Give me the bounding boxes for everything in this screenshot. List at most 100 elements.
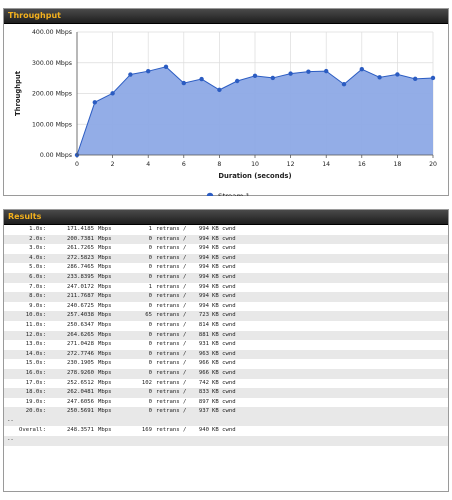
table-row: 10.0s: 257.4038 Mbps 65 retrans / 723 KB cwnd [4, 311, 448, 321]
x-tick-label: 10 [251, 161, 259, 168]
data-point [252, 73, 258, 79]
data-point [128, 72, 133, 77]
table-row: 3.0s: 261.7265 Mbps 0 retrans / 994 KB cwnd [4, 244, 448, 254]
results-panel-title: Results [4, 210, 448, 225]
x-tick-label: 16 [358, 161, 366, 168]
throughput-panel-title: Throughput [4, 9, 448, 24]
result-unit: Mbps [98, 293, 112, 300]
result-interval: 12.0s: [25, 331, 46, 338]
results-separator-end: -- [4, 436, 448, 446]
y-tick-label: 400.00 Mbps [32, 29, 72, 36]
result-rate: 264.6265 [67, 331, 94, 338]
result-retrans-label: retrans / [156, 341, 187, 348]
result-rate: 200.7381 [67, 235, 94, 242]
data-point [288, 71, 293, 76]
result-rate: 272.5823 [67, 254, 94, 261]
result-rate: 171.4185 [67, 226, 94, 232]
result-retrans: 0 [148, 331, 152, 338]
table-row: 2.0s: 200.7381 Mbps 0 retrans / 994 KB cwnd [4, 234, 448, 245]
result-cwnd: 814 [198, 321, 209, 328]
result-interval: 17.0s: [25, 379, 46, 386]
table-row: 14.0s: 272.7746 Mbps 0 retrans / 963 KB cwnd [4, 349, 448, 360]
result-cwnd: 994 [198, 235, 209, 242]
result-retrans-label: retrans / [156, 226, 187, 232]
result-unit: Mbps [98, 350, 112, 357]
result-retrans-label: retrans / [156, 264, 187, 271]
result-rate: 247.6056 [67, 398, 94, 405]
result-interval: 5.0s: [29, 264, 46, 271]
result-cwnd: 742 [198, 379, 209, 386]
table-row: 19.0s: 247.6056 Mbps 0 retrans / 897 KB cwnd [4, 397, 448, 408]
x-tick-label: 14 [322, 161, 330, 168]
result-rate: 272.7746 [67, 350, 94, 357]
result-retrans: 1 [148, 226, 152, 232]
result-cwnd: 723 [198, 312, 209, 319]
result-unit: Mbps [98, 312, 112, 319]
table-row: 18.0s: 262.0481 Mbps 0 retrans / 833 KB cwnd [4, 388, 448, 398]
throughput-panel: Throughput 0.00 Mbps 100.00 Mbps 200.00 Mb… [3, 8, 449, 196]
overall-row: Overall: 248.3571 Mbps 169 retrans / 940 KB cw… [4, 426, 448, 437]
result-cwnd: 994 [198, 293, 209, 300]
result-retrans-label: retrans / [156, 293, 187, 300]
result-retrans-label: retrans / [156, 350, 187, 357]
result-retrans-label: retrans / [156, 283, 187, 290]
result-rate: 250.6347 [67, 321, 94, 328]
data-point [324, 68, 329, 74]
result-retrans: 0 [148, 321, 152, 328]
table-row: 12.0s: 264.6265 Mbps 0 retrans / 881 KB cwnd [4, 330, 448, 341]
result-retrans: 0 [148, 360, 152, 367]
y-tick-label: 200.00 Mbps [32, 91, 72, 98]
table-row: 7.0s: 247.0172 Mbps 1 retrans / 994 KB cwnd [4, 282, 448, 293]
result-retrans: 0 [148, 264, 152, 271]
result-unit: Mbps [98, 408, 112, 415]
result-cwnd: 966 [198, 369, 209, 376]
result-retrans-label: retrans / [156, 273, 187, 280]
table-row: 5.0s: 286.7465 Mbps 0 retrans / 994 KB cwnd [4, 263, 448, 273]
result-cwnd: 994 [198, 226, 209, 232]
result-unit: Mbps [98, 235, 112, 242]
y-tick-label: 0.00 Mbps [40, 152, 72, 159]
result-rate: 257.4038 [67, 312, 94, 319]
result-interval: 4.0s: [29, 254, 46, 261]
result-retrans-label: retrans / [156, 379, 187, 386]
result-cwnd: 881 [198, 331, 209, 338]
x-axis-title: Duration (seconds) [218, 172, 291, 180]
result-retrans: 0 [148, 302, 152, 309]
result-rate: 211.7687 [67, 293, 94, 300]
result-cwnd-unit: KB cwnd [212, 350, 236, 357]
result-unit: Mbps [98, 369, 112, 376]
table-row: 9.0s: 240.6725 Mbps 0 retrans / 994 KB cwnd [4, 301, 448, 312]
results-table: 1.0s: 171.4185 Mbps 1 retrans /994 KB cwnd 2.0… [4, 225, 448, 446]
table-row: 17.0s: 252.6512 Mbps 102 retrans / 742 KB cwnd [4, 378, 448, 389]
x-tick-label: 4 [146, 161, 150, 168]
result-retrans: 1 [148, 283, 152, 290]
data-point [199, 76, 204, 82]
result-unit: Mbps [98, 264, 112, 271]
result-rate: 252.6512 [67, 379, 94, 386]
result-cwnd-unit: KB cwnd [212, 398, 236, 405]
result-rate: 230.1905 [67, 360, 94, 367]
result-interval: 15.0s: [25, 360, 46, 367]
results-separator: -- [4, 416, 448, 427]
result-cwnd-unit: KB cwnd [212, 360, 236, 367]
result-cwnd-unit: KB cwnd [212, 283, 236, 290]
table-row: 6.0s: 233.8395 Mbps 0 retrans / 994 KB cwnd [4, 272, 448, 283]
result-retrans-label: retrans / [156, 321, 187, 328]
y-tick-label: 300.00 Mbps [32, 60, 72, 67]
table-row: 15.0s: 230.1905 Mbps 0 retrans / 966 KB cwnd [4, 359, 448, 369]
result-interval: 18.0s: [25, 389, 46, 396]
result-cwnd: 994 [198, 254, 209, 261]
result-rate: 240.6725 [67, 302, 94, 309]
result-retrans-label: retrans / [156, 360, 187, 367]
result-retrans-label: retrans / [156, 369, 187, 376]
result-retrans-label: retrans / [156, 408, 187, 415]
result-retrans: 102 [141, 379, 152, 386]
result-retrans: 0 [148, 254, 152, 261]
result-unit: Mbps [98, 245, 112, 252]
result-interval: 10.0s: [25, 312, 46, 319]
result-interval: 9.0s: [29, 302, 46, 309]
data-point [92, 100, 98, 105]
y-tick-label: 100.00 Mbps [32, 121, 72, 128]
result-retrans-label: retrans / [156, 331, 187, 338]
result-cwnd-unit: KB cwnd [212, 331, 236, 338]
